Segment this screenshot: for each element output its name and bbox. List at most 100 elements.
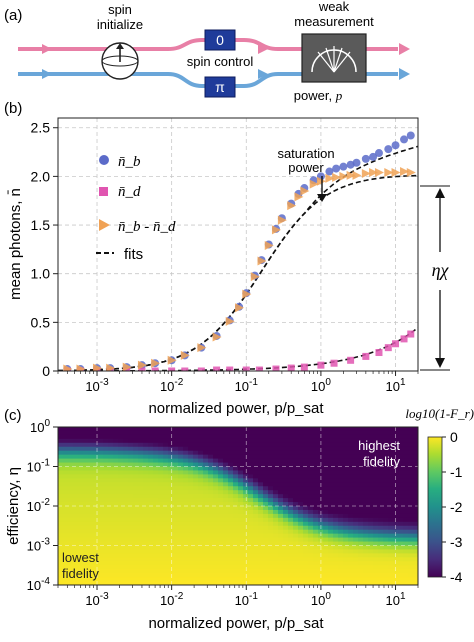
heatmap-cell (288, 486, 294, 491)
heatmap-cell (298, 442, 304, 448)
heatmap-cell (133, 529, 139, 535)
heatmap-cell (108, 553, 114, 558)
heatmap-cell (83, 553, 89, 558)
heatmap-cell (88, 529, 94, 535)
heatmap-cell (258, 581, 264, 585)
heatmap-cell (303, 470, 309, 475)
heatmap-cell (368, 573, 374, 578)
heatmap-cell (163, 581, 169, 585)
heatmap-cell (93, 434, 99, 440)
heatmap-cell (273, 513, 279, 519)
heatmap-cell (113, 490, 119, 495)
heatmap-cell (213, 490, 219, 495)
heatmap-cell (333, 450, 339, 456)
heatmap-cell (143, 581, 149, 585)
heatmap-cell (308, 561, 314, 566)
heatmap-cell (163, 557, 169, 562)
heatmap-cell (218, 553, 224, 558)
heatmap-cell (388, 450, 394, 456)
heatmap-cell (58, 502, 64, 507)
heatmap-cell (348, 525, 354, 531)
heatmap-cell (103, 541, 109, 547)
heatmap-cell (63, 438, 69, 444)
heatmap-cell (93, 486, 99, 491)
heatmap-cell (358, 521, 364, 527)
heatmap-cell (248, 466, 254, 472)
heatmap-cell (88, 565, 94, 570)
heatmap-cell (333, 478, 339, 483)
heatmap-cell (143, 506, 149, 511)
heatmap-cell (113, 573, 119, 578)
heatmap-cell (148, 478, 154, 483)
heatmap-cell (78, 502, 84, 507)
heatmap-cell (153, 545, 159, 551)
heatmap-cell (118, 450, 124, 456)
heatmap-cell (138, 430, 144, 436)
heatmap-cell (58, 478, 64, 483)
heatmap-cell (203, 430, 209, 436)
heatmap-cell (283, 434, 289, 440)
heatmap-cell (168, 506, 174, 511)
heatmap-cell (308, 569, 314, 574)
heatmap-cell (333, 498, 339, 503)
heatmap-cell (263, 494, 269, 499)
heatmap-cell (358, 529, 364, 535)
heatmap-cell (168, 450, 174, 456)
heatmap-cell (413, 577, 418, 582)
heatmap-cell (198, 470, 204, 475)
lowest-fidelity-label-1: lowest (62, 550, 99, 565)
heatmap-cell (123, 478, 129, 483)
heatmap-cell (153, 513, 159, 519)
heatmap-cell (378, 577, 384, 582)
heatmap-cell (98, 458, 104, 464)
heatmap-cell (358, 498, 364, 503)
heatmap-cell (118, 561, 124, 566)
heatmap-cell (293, 498, 299, 503)
heatmap-cell (293, 506, 299, 511)
heatmap-cell (308, 509, 314, 515)
heatmap-cell (368, 494, 374, 499)
heatmap-cell (353, 498, 359, 503)
heatmap-cell (303, 557, 309, 562)
heatmap-cell (183, 557, 189, 562)
eta-chi-up-arrow-icon (435, 188, 445, 198)
heatmap-cell (408, 521, 414, 527)
heatmap-cell (308, 446, 314, 452)
heatmap-cell (363, 434, 369, 440)
heatmap-cell (348, 462, 354, 468)
heatmap-cell (278, 545, 284, 551)
heatmap-cell (363, 581, 369, 585)
heatmap-cell (143, 561, 149, 566)
heatmap-cell (343, 577, 349, 582)
heatmap-cell (198, 506, 204, 511)
heatmap-cell (143, 470, 149, 475)
heatmap-cell (103, 430, 109, 436)
heatmap-cell (108, 430, 114, 436)
heatmap-cell (253, 502, 259, 507)
saturation-label-1: saturation (277, 146, 334, 161)
heatmap-cell (113, 450, 119, 456)
heatmap-cell (363, 502, 369, 507)
heatmap-cell (238, 466, 244, 472)
heatmap-cell (353, 486, 359, 491)
heatmap-cell (248, 427, 254, 432)
heatmap-cell (138, 462, 144, 468)
heatmap-cell (338, 446, 344, 452)
heatmap-cell (113, 442, 119, 448)
heatmap-cell (218, 434, 224, 440)
heatmap-cell (123, 521, 129, 527)
heatmap-cell (318, 458, 324, 464)
spin-initialize-label-1: spin (108, 2, 132, 17)
heatmap-cell (113, 577, 119, 582)
heatmap-cell (118, 565, 124, 570)
heatmap-cell (323, 466, 329, 472)
heatmap-cell (123, 434, 129, 440)
heatmap-cell (108, 569, 114, 574)
heatmap-cell (333, 427, 339, 432)
heatmap-cell (353, 561, 359, 566)
heatmap-cell (113, 521, 119, 527)
heatmap-cell (263, 450, 269, 456)
heatmap-cell (323, 486, 329, 491)
heatmap-cell (68, 513, 74, 519)
legend-label-nb: n̄_b (118, 154, 141, 170)
